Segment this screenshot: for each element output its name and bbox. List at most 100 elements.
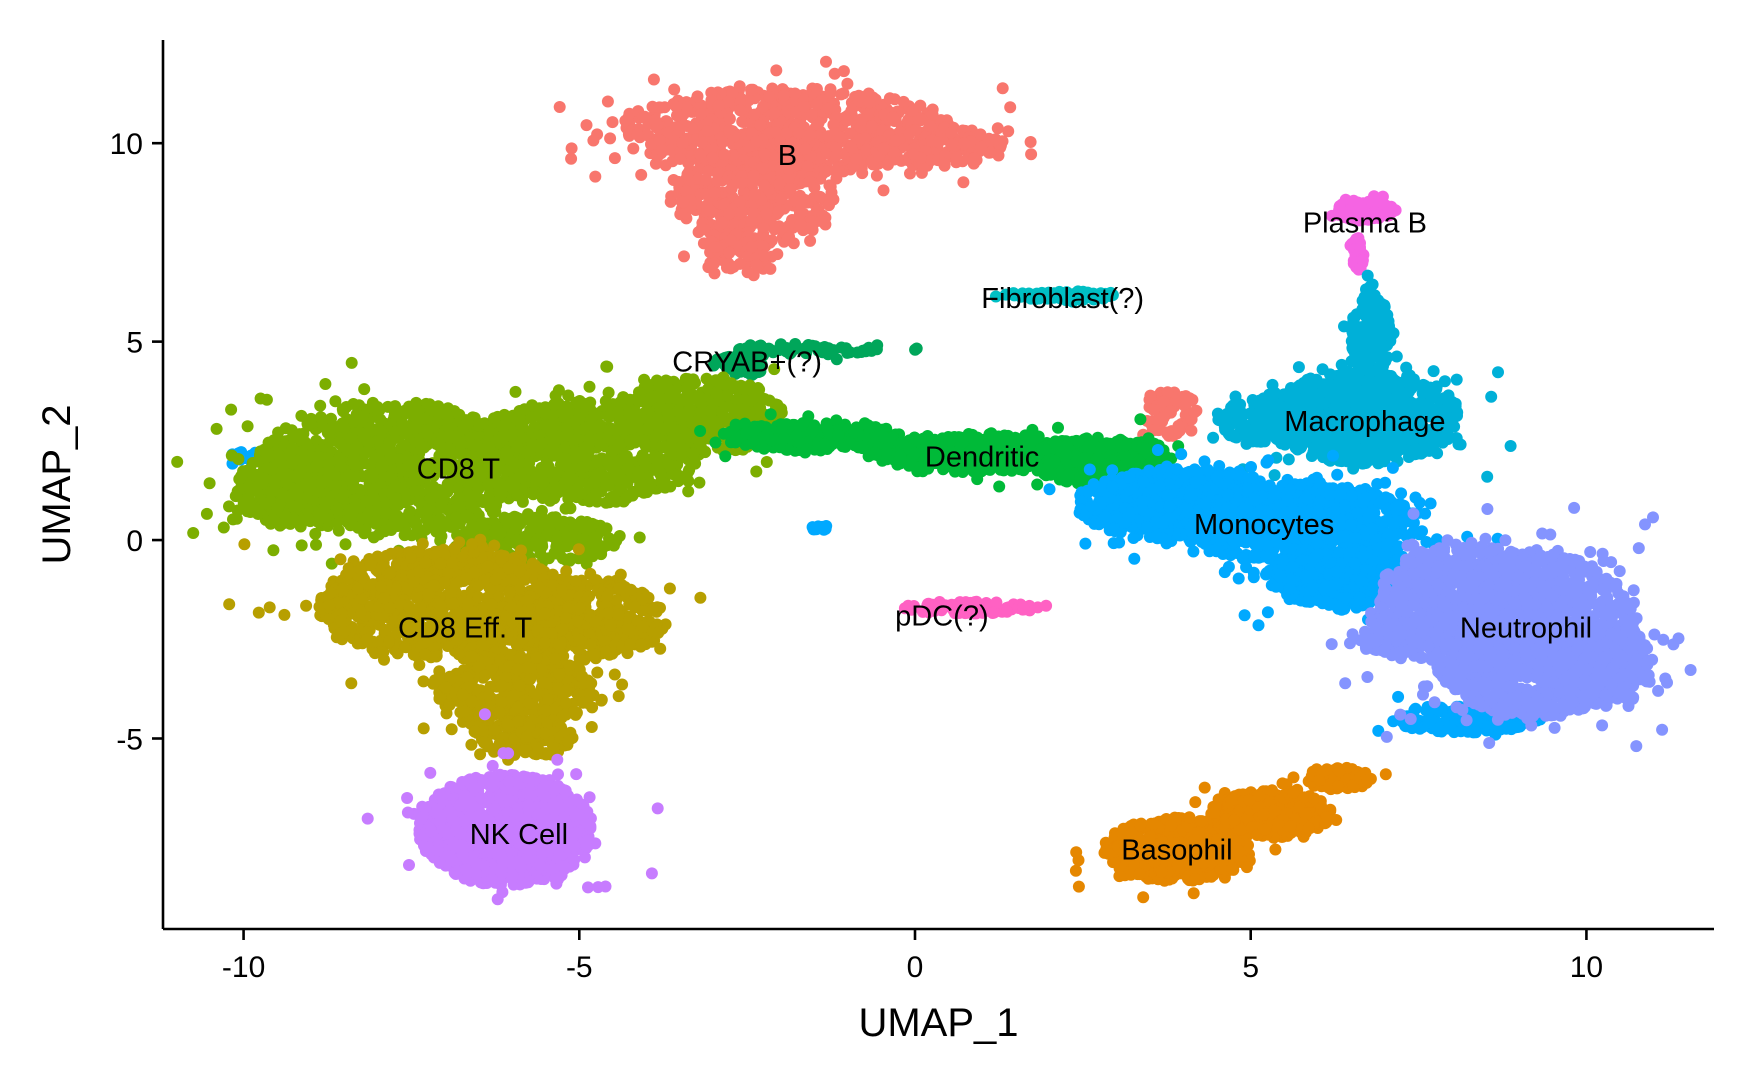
data-point xyxy=(923,119,936,132)
data-point xyxy=(325,422,338,434)
data-point xyxy=(635,477,648,490)
data-point xyxy=(681,168,694,181)
data-point xyxy=(510,534,523,547)
data-point xyxy=(870,169,883,182)
data-point xyxy=(674,152,686,165)
data-point xyxy=(1188,406,1201,419)
data-point xyxy=(602,479,615,492)
data-point xyxy=(268,478,281,490)
data-point xyxy=(442,421,455,434)
data-point xyxy=(356,412,369,425)
data-point xyxy=(989,133,1002,146)
data-point xyxy=(412,436,425,449)
data-point xyxy=(957,176,970,189)
data-point xyxy=(693,435,706,448)
data-point xyxy=(315,477,327,490)
data-point xyxy=(635,168,648,181)
data-point xyxy=(309,527,322,540)
data-point xyxy=(217,521,230,534)
data-point xyxy=(366,470,379,483)
data-point xyxy=(668,83,681,96)
data-point xyxy=(278,608,291,621)
data-point xyxy=(339,538,352,551)
data-point xyxy=(580,119,593,132)
data-point xyxy=(588,475,601,487)
data-point xyxy=(748,388,761,401)
data-point xyxy=(323,464,335,476)
data-point xyxy=(602,386,615,399)
data-point xyxy=(483,441,496,454)
data-point xyxy=(996,82,1009,95)
data-point xyxy=(539,407,551,420)
data-point xyxy=(741,266,754,279)
data-point xyxy=(637,434,650,447)
data-point xyxy=(770,64,783,77)
data-point xyxy=(187,527,200,539)
data-point xyxy=(264,517,277,530)
data-point xyxy=(612,438,625,451)
data-point xyxy=(619,419,632,432)
data-point xyxy=(824,180,837,193)
data-point xyxy=(352,521,365,534)
data-point xyxy=(1161,386,1174,399)
data-point xyxy=(758,148,771,161)
data-point xyxy=(483,425,496,438)
data-point xyxy=(724,262,737,275)
data-point xyxy=(295,539,308,552)
data-point xyxy=(353,483,366,496)
data-point xyxy=(549,396,562,409)
data-point xyxy=(794,218,807,231)
data-point xyxy=(652,418,664,431)
data-point xyxy=(300,599,313,612)
data-point xyxy=(799,142,812,155)
data-point xyxy=(650,374,663,387)
data-point xyxy=(768,223,781,236)
data-point xyxy=(396,417,409,430)
data-point xyxy=(753,403,766,415)
data-point xyxy=(537,476,550,489)
data-point xyxy=(452,491,465,504)
data-point xyxy=(731,394,744,407)
data-point xyxy=(827,193,840,206)
data-point xyxy=(275,518,288,531)
data-point xyxy=(703,204,716,217)
data-point xyxy=(680,428,693,441)
data-point xyxy=(763,90,776,103)
data-point xyxy=(345,356,358,369)
data-point xyxy=(682,485,695,498)
data-point xyxy=(300,478,313,490)
data-point xyxy=(527,515,540,528)
data-point xyxy=(810,98,823,111)
data-point xyxy=(244,463,257,476)
data-point xyxy=(664,195,677,208)
data-point xyxy=(757,100,769,113)
data-point xyxy=(565,142,578,155)
data-point xyxy=(771,248,784,261)
data-point xyxy=(845,141,858,154)
data-point xyxy=(606,116,619,129)
data-point xyxy=(225,449,238,462)
data-point xyxy=(662,411,675,424)
data-point xyxy=(600,360,613,373)
data-point xyxy=(577,445,590,458)
data-point xyxy=(693,391,706,404)
data-point xyxy=(687,447,700,460)
data-point xyxy=(837,65,850,78)
data-point xyxy=(621,477,634,489)
data-point xyxy=(319,378,332,390)
data-point xyxy=(453,408,466,421)
data-point xyxy=(883,92,896,105)
data-point xyxy=(641,423,654,436)
data-point xyxy=(672,475,685,488)
data-point xyxy=(865,120,878,132)
data-point xyxy=(735,177,748,190)
data-point xyxy=(553,101,566,113)
data-point xyxy=(748,189,761,202)
data-point xyxy=(754,119,767,131)
data-point xyxy=(647,391,659,404)
data-point xyxy=(803,129,816,142)
data-point xyxy=(586,517,599,530)
data-point xyxy=(804,234,817,247)
data-point xyxy=(764,262,777,275)
data-point xyxy=(559,502,572,515)
